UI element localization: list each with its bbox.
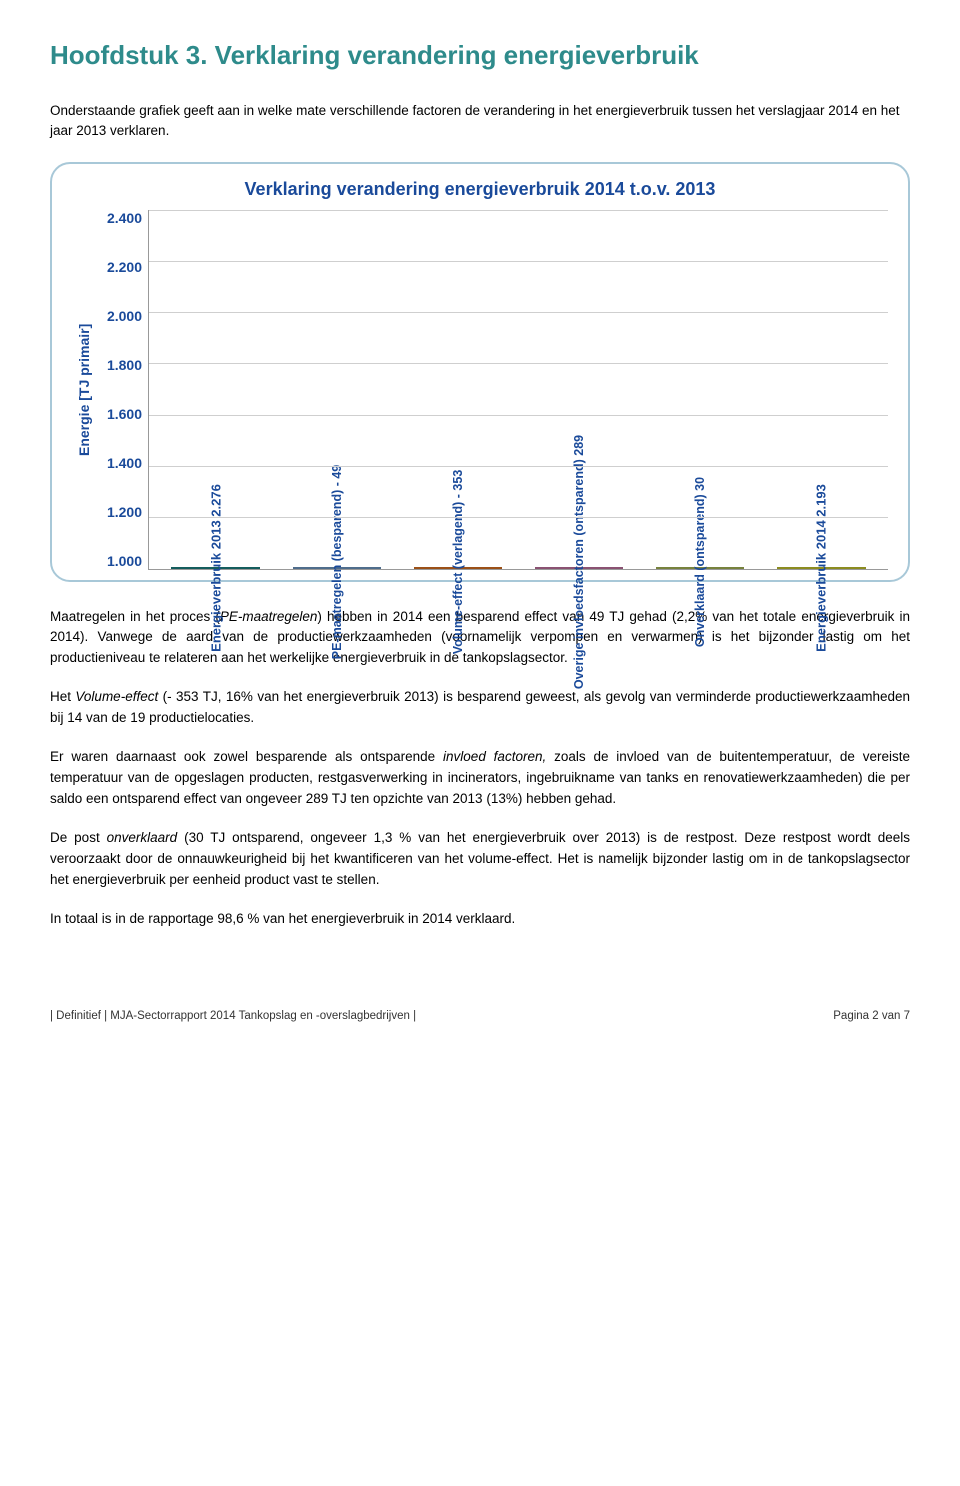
text: (30 TJ ontsparend, ongeveer 1,3 % van he… [50, 830, 910, 887]
y-tick-label: 2.200 [96, 259, 142, 275]
chart-bar-label: Energieverbruik 2013 2.276 [208, 484, 223, 652]
chart-bar-slot: Energieverbruik 2013 2.276 [159, 567, 272, 569]
chart-bar-label: Volume-effect (verlagend) - 353 [451, 469, 465, 654]
chapter-title: Hoofdstuk 3. Verklaring verandering ener… [50, 40, 910, 71]
text: Maatregelen in het proces ( [50, 609, 220, 624]
chart-bar-label: Onverklaard (ontsparend) 30 [693, 476, 707, 646]
paragraph-onverklaard: De post onverklaard (30 TJ ontsparend, o… [50, 828, 910, 891]
y-tick-label: 1.800 [96, 357, 142, 373]
paragraph-volume-effect: Het Volume-effect (- 353 TJ, 16% van het… [50, 687, 910, 729]
y-axis-ticks: 2.400 2.200 2.000 1.800 1.600 1.400 1.200 1.000 [96, 210, 148, 570]
footer-right: Pagina 2 van 7 [833, 1010, 910, 1022]
text: De post [50, 830, 107, 845]
y-tick-label: 2.000 [96, 308, 142, 324]
text: (- 353 TJ, 16% van het energieverbruik 2… [50, 689, 910, 725]
paragraph-total-explained: In totaal is in de rapportage 98,6 % van… [50, 909, 910, 930]
chart-bar-label: PE-maatregelen (besparend) - 49 [330, 464, 344, 659]
italic-term: invloed factoren, [443, 749, 546, 764]
italic-term: PE-maatregelen [220, 609, 318, 624]
y-tick-label: 1.400 [96, 455, 142, 471]
waterfall-chart: Verklaring verandering energieverbruik 2… [50, 162, 910, 582]
chart-title: Verklaring verandering energieverbruik 2… [72, 179, 888, 200]
chart-total-bar: Energieverbruik 2014 2.193 [777, 567, 865, 569]
chart-bar-slot: Energieverbruik 2014 2.193 [765, 567, 878, 569]
chart-bar-label: Overige invloedsfactoren (ontsparend) 28… [572, 434, 586, 688]
text: Er waren daarnaast ook zowel besparende … [50, 749, 443, 764]
y-tick-label: 1.600 [96, 406, 142, 422]
footer-left: | Definitief | MJA-Sectorrapport 2014 Ta… [50, 1010, 416, 1022]
chart-total-bar: Energieverbruik 2013 2.276 [171, 567, 259, 569]
paragraph-invloedsfactoren: Er waren daarnaast ook zowel besparende … [50, 747, 910, 810]
page-footer: | Definitief | MJA-Sectorrapport 2014 Ta… [50, 1010, 910, 1022]
intro-paragraph: Onderstaande grafiek geeft aan in welke … [50, 101, 910, 142]
y-axis-label: Energie [TJ primair] [72, 210, 96, 570]
italic-term: Volume-effect [75, 689, 158, 704]
y-tick-label: 2.400 [96, 210, 142, 226]
chart-plot-area: Energieverbruik 2013 2.276PE-maatregelen… [148, 210, 888, 570]
y-tick-label: 1.200 [96, 504, 142, 520]
y-tick-label: 1.000 [96, 553, 142, 569]
paragraph-pe-maatregelen: Maatregelen in het proces (PE-maatregele… [50, 607, 910, 670]
text: Het [50, 689, 75, 704]
italic-term: onverklaard [107, 830, 178, 845]
chart-bar-label: Energieverbruik 2014 2.193 [814, 484, 829, 652]
